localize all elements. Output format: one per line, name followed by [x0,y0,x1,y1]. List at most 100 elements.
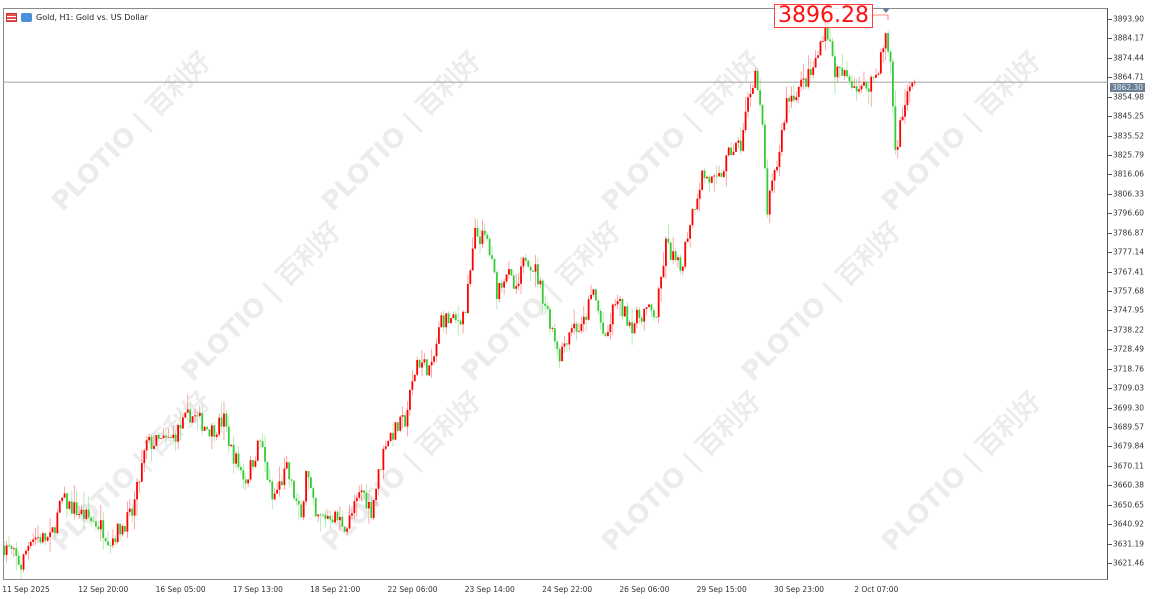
candle [802,64,805,90]
y-tick-mark [1108,485,1112,487]
candle-body [780,129,783,152]
candle-body [119,523,122,535]
candle-body [855,86,858,92]
candle [124,525,126,532]
candle [727,146,730,157]
candle [821,36,824,43]
candle [908,82,911,104]
candle-body [573,323,576,329]
candle-body [599,310,602,323]
candle-body [454,314,457,321]
candle [667,224,670,245]
candle [725,154,728,187]
candle-body [677,257,679,261]
y-tick-label: 3786.87 [1113,228,1145,238]
candle-body [264,446,266,462]
candle [570,324,573,337]
x-tick-label: 16 Sep 05:00 [155,585,206,594]
candle-body [515,286,518,289]
candle [500,280,503,293]
candle-body [184,412,187,418]
candle [416,356,419,377]
candle-body [247,479,250,484]
candle [273,488,276,500]
candle-body [223,413,225,427]
candle [652,307,655,322]
candle-body [136,481,138,500]
candle [534,255,537,287]
candle-body [399,416,402,431]
candle [780,122,783,156]
candle-body [686,238,689,242]
candle [643,308,646,331]
candle [102,511,105,550]
candle-body [819,41,822,56]
x-tick-label: 12 Sep 20:00 [78,585,129,594]
candle [539,277,542,288]
candle [887,30,889,55]
candle-body [899,120,902,147]
candle-body [698,189,701,199]
candle [20,562,23,579]
candle-body [196,415,199,417]
trade-icon[interactable] [21,12,32,22]
candle [191,416,194,423]
candle-body [169,436,172,439]
candle [312,485,315,506]
candle [198,405,201,419]
candle-body [307,471,310,478]
candle [693,209,696,216]
y-tick-label: 3825.79 [1113,150,1145,160]
candle-body [107,541,109,546]
candle [698,182,701,212]
candle [751,84,754,94]
x-tick-label: 2 Oct 07:00 [854,585,899,594]
candle [865,81,868,93]
candle-body [713,175,716,177]
y-tick-label: 3864.71 [1113,72,1145,82]
chart-shift-marker-icon[interactable] [882,8,890,13]
candle-body [145,440,148,451]
candle-body [235,453,237,464]
candle-body [450,318,452,324]
candle-body [49,532,51,538]
candle [626,301,629,326]
candle-body [32,539,35,542]
candle [585,312,588,331]
chart-grid-icon[interactable] [6,12,17,22]
candle [904,88,906,124]
candle-body [609,324,612,333]
candle-body [648,304,650,308]
candle-body [800,79,803,87]
candle-body [466,283,469,313]
candle [556,340,559,356]
chart-area[interactable] [3,8,1108,580]
y-tick-mark [1108,135,1112,137]
candle [778,144,781,177]
candle-body [430,361,433,366]
candle-body [305,471,307,502]
candle [776,160,778,173]
candle-body [39,537,42,543]
candle [8,536,10,548]
candle [899,117,902,148]
candle [773,168,776,193]
candle-body [812,67,815,76]
candle-body [329,515,332,520]
candle-body [411,381,414,390]
candle [558,346,561,368]
candle-body [111,538,114,546]
candle [281,474,283,486]
candle-body [597,300,600,311]
candle-body [346,528,349,532]
candle [785,86,788,125]
candle [901,107,904,122]
candle-body [679,257,682,271]
candle [768,189,771,224]
candle [614,299,617,308]
candle [305,470,307,506]
candle [85,507,88,521]
candle-body [691,209,694,226]
candle [433,355,435,365]
